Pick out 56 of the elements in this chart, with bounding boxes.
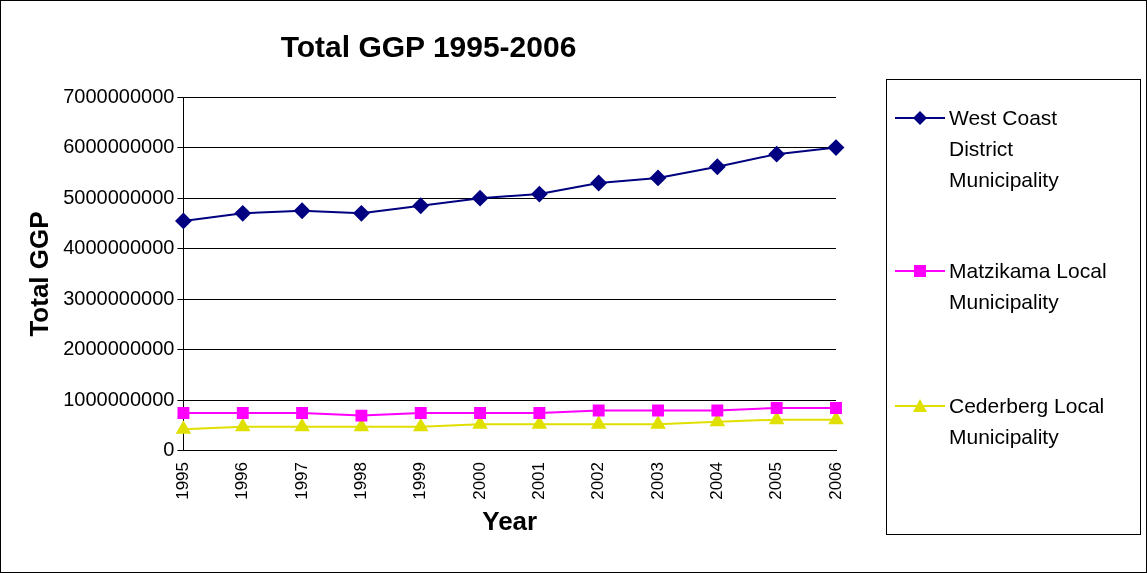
y-tick-label: 1000000000 [63,387,175,410]
point [711,404,724,417]
point [472,190,489,207]
point [830,402,842,414]
x-tick-label: 2001 [529,461,549,500]
y-tick-label: 6000000000 [63,135,175,158]
x-axis-title: Year [482,505,538,536]
y-tick-label: 5000000000 [63,185,175,208]
legend-label: West Coast District Municipality [949,105,1060,193]
x-tick-label: 2004 [707,461,727,500]
x-tick-label: 2002 [588,461,608,500]
point [234,205,251,222]
y-tick-label: 7000000000 [63,84,175,107]
point [531,186,548,203]
chart-title: Total GGP 1995-2006 [280,30,577,64]
point [295,418,310,432]
point [177,407,190,420]
y-tick-label: 3000000000 [63,286,175,309]
x-tick-label: 1996 [232,461,252,500]
point [294,202,311,219]
y-axis-title: Total GGP [23,211,54,337]
y-tick-label: 0 [163,438,175,461]
x-tick-label: 2000 [469,461,489,500]
x-tick-label: 1995 [173,461,193,500]
y-tick-label: 2000000000 [63,337,175,360]
x-tick-label: 1998 [351,461,371,500]
point [353,205,370,222]
x-tick-label: 2006 [825,461,845,500]
point [650,416,666,429]
point [175,212,192,229]
x-tick-label: 2003 [647,461,667,500]
point [176,421,191,434]
point [768,146,785,163]
point [591,416,606,429]
x-tick-label: 2005 [766,461,786,500]
point [652,404,664,417]
point [413,418,428,432]
point [296,407,309,420]
legend-label: Matzikama Local Municipality [949,258,1108,315]
point [414,407,427,420]
point [650,169,667,186]
point [770,402,783,414]
legend-label: Cederberg Local Municipality [949,393,1106,450]
point [412,197,429,214]
point [709,158,726,175]
point [235,418,250,432]
point [474,407,486,420]
point [828,139,844,156]
point [592,404,605,417]
point [355,409,368,422]
x-tick-label: 1999 [410,461,430,500]
x-tick-label: 1997 [291,461,311,500]
point [236,407,249,420]
point [533,407,546,420]
point [590,174,607,191]
y-tick-label: 4000000000 [63,236,175,259]
